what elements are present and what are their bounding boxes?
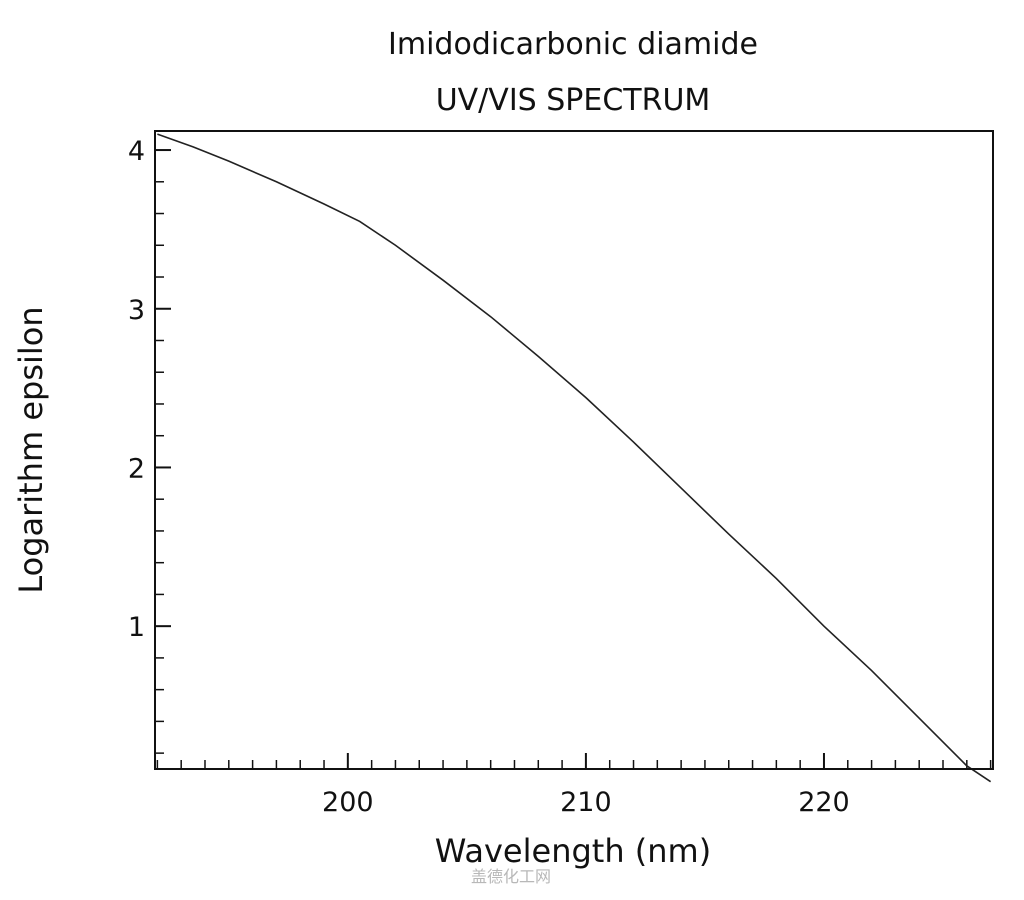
x-tick-label: 220 xyxy=(798,787,850,818)
plot-frame xyxy=(154,130,994,770)
y-tick-label: 2 xyxy=(128,453,145,484)
y-axis-label: Logarithm epsilon xyxy=(12,306,50,593)
watermark: 盖德化工网 xyxy=(471,867,551,886)
chart-subtitle: UV/VIS SPECTRUM xyxy=(436,83,711,118)
x-axis-label: Wavelength (nm) xyxy=(435,832,711,870)
tick-labels: 200 210 220 1 2 3 4 xyxy=(128,136,850,818)
x-tick-label: 210 xyxy=(560,787,612,818)
chart-title: Imidodicarbonic diamide xyxy=(388,27,758,62)
series-line xyxy=(157,133,992,783)
y-tick-label: 3 xyxy=(128,295,145,326)
x-tick-label: 200 xyxy=(322,787,374,818)
axis-ticks xyxy=(155,149,992,769)
y-tick-label: 1 xyxy=(128,612,145,643)
y-tick-label: 4 xyxy=(128,136,145,167)
